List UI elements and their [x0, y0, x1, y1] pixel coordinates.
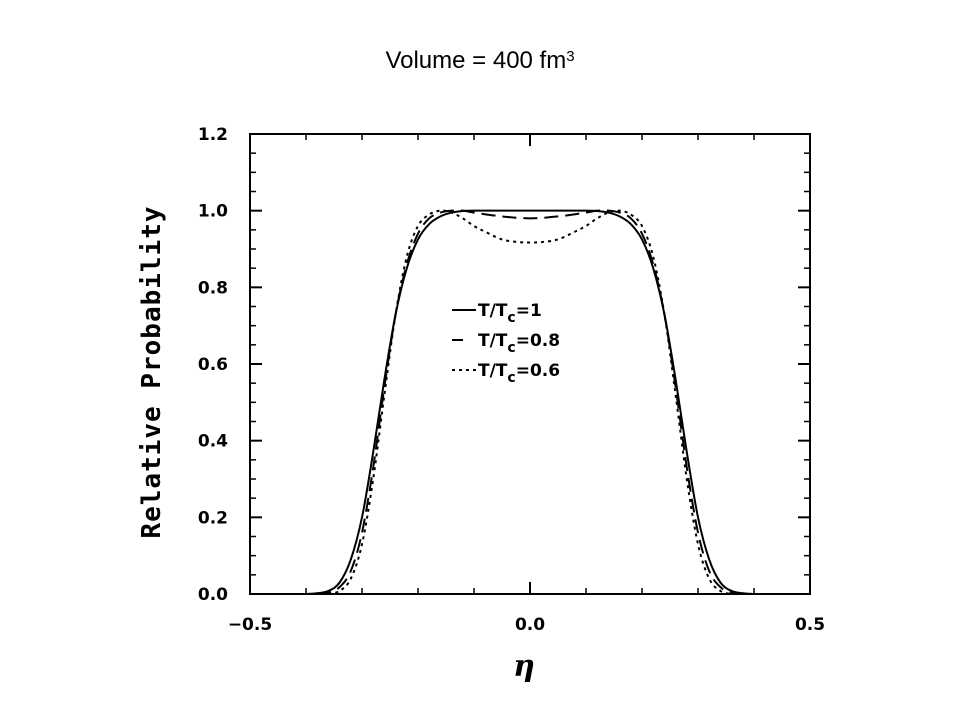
- legend: T/Tc=1 T/Tc=0.8 T/Tc=0.6: [452, 301, 560, 386]
- y-tick-label: 1.2: [198, 125, 228, 145]
- x-tick-label: 0.0: [515, 615, 545, 635]
- chart-title-text: Volume = 400 fm: [385, 47, 567, 74]
- y-tick-label: 0.0: [198, 585, 228, 605]
- series-line-2: [317, 209, 743, 595]
- y-axis-label: Relative Probability: [137, 205, 167, 538]
- legend-label-3: T/Tc=0.6: [478, 361, 560, 386]
- y-tick-label: 0.4: [198, 432, 228, 452]
- tick-label-group: −0.5 0.0 0.50.00.20.40.60.81.01.2: [198, 125, 825, 635]
- x-tick-label: 0.5: [795, 615, 825, 635]
- legend-label-2: T/Tc=0.8: [478, 331, 560, 356]
- chart-title: Volume = 400 fm3: [0, 46, 960, 75]
- y-tick-label: 0.6: [198, 355, 228, 375]
- series-group: [305, 209, 755, 595]
- y-tick-label: 0.8: [198, 278, 228, 298]
- x-axis-label: η: [513, 649, 535, 684]
- series-line-1: [305, 209, 755, 595]
- x-tick-label: −0.5: [228, 615, 272, 635]
- y-tick-label: 0.2: [198, 508, 228, 528]
- tick-group: [249, 133, 811, 595]
- y-tick-label: 1.0: [198, 202, 228, 222]
- legend-label-1: T/Tc=1: [478, 301, 542, 326]
- series-line-3: [328, 209, 732, 595]
- chart-title-superscript: 3: [566, 48, 575, 65]
